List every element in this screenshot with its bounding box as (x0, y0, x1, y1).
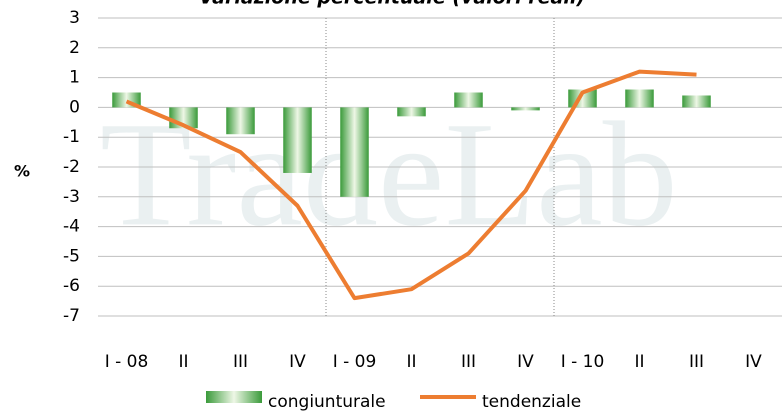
x-tick-label: IV (517, 352, 534, 372)
bar (283, 107, 312, 173)
y-tick-label: -6 (63, 276, 80, 296)
y-tick-label: 2 (69, 38, 80, 58)
legend-label: congiunturale (268, 392, 386, 412)
bar (682, 95, 711, 108)
x-tick-label: I - 10 (561, 352, 605, 372)
bar (397, 107, 426, 117)
bar (226, 107, 255, 135)
x-tick-label: IV (289, 352, 306, 372)
bar (625, 89, 654, 108)
y-tick-label: 1 (69, 68, 80, 88)
x-tick-label: II (634, 352, 644, 372)
bar (511, 107, 540, 111)
bar (340, 107, 369, 197)
y-tick-label: -3 (63, 187, 80, 207)
y-tick-label: 0 (69, 97, 80, 117)
y-axis-label: % (14, 162, 30, 181)
line (125, 69, 697, 301)
y-tick-label: -5 (63, 246, 80, 266)
y-tick-label: -4 (63, 217, 80, 237)
y-tick-label: 3 (69, 8, 80, 28)
y-tick-label: -2 (63, 157, 80, 177)
legend-label: tendenziale (482, 392, 581, 412)
y-tick-label: -7 (63, 306, 80, 326)
chart-title: Variazione percentuale (valori reali) (199, 0, 585, 9)
x-tick-label: I - 09 (333, 352, 377, 372)
legend-swatch (206, 391, 262, 403)
x-tick-label: III (233, 352, 248, 372)
x-tick-label: I - 08 (105, 352, 149, 372)
x-tick-label: IV (745, 352, 762, 372)
y-tick-label: -1 (63, 127, 80, 147)
x-tick-label: III (689, 352, 704, 372)
x-tick-label: II (406, 352, 416, 372)
bar (454, 92, 483, 108)
x-tick-label: II (178, 352, 188, 372)
x-tick-label: III (461, 352, 476, 372)
